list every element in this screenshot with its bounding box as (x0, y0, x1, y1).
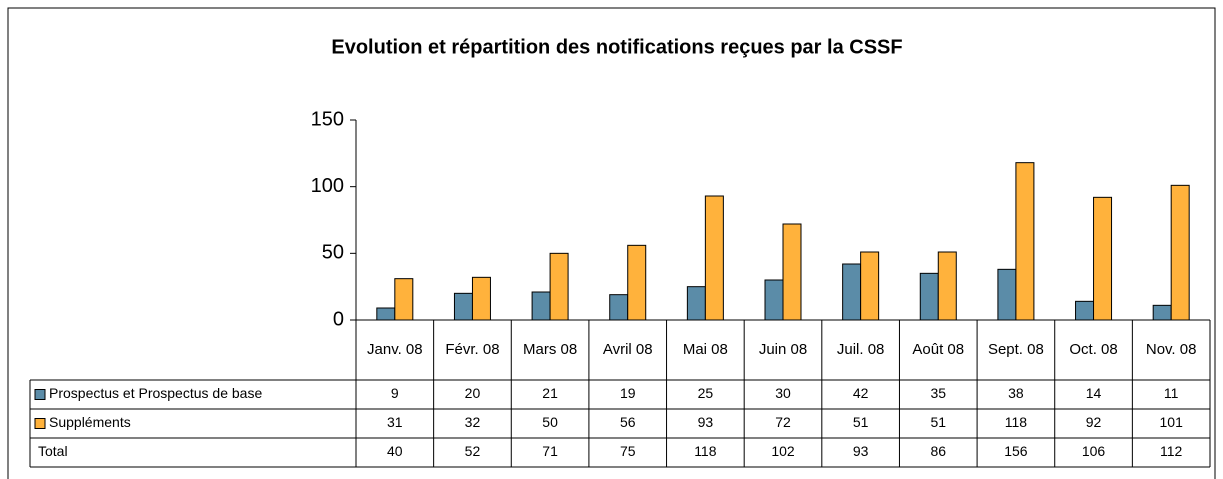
y-tick-label: 100 (311, 175, 344, 197)
table-cell: 106 (1082, 443, 1106, 459)
table-cell: 20 (465, 385, 481, 401)
table-cell: 32 (465, 414, 481, 430)
x-tick-label: Nov. 08 (1146, 341, 1197, 358)
table-cell: 52 (465, 443, 481, 459)
x-tick-label: Avril 08 (603, 341, 653, 358)
bar (782, 223, 802, 321)
table-cell: 30 (775, 385, 791, 401)
table-cell: 86 (930, 443, 946, 459)
table-cell: 92 (1086, 414, 1102, 430)
table-cell: 35 (930, 385, 946, 401)
table-cell: 93 (853, 443, 869, 459)
table-cell: 102 (771, 443, 795, 459)
x-tick-label: Janv. 08 (367, 341, 423, 358)
table-cell: 25 (698, 385, 714, 401)
bar (394, 278, 414, 321)
x-tick-label: Août 08 (912, 341, 964, 358)
bar (860, 251, 880, 321)
table-cell: 51 (930, 414, 946, 430)
chart-frame (7, 7, 1216, 479)
row-label: Total (38, 443, 68, 459)
bar (704, 195, 724, 321)
bar (919, 272, 939, 321)
table-cell: 50 (542, 414, 558, 430)
y-tick-label: 50 (322, 242, 344, 264)
bar (471, 276, 491, 321)
table-cell: 75 (620, 443, 636, 459)
legend-label: Prospectus et Prospectus de base (49, 385, 262, 401)
table-cell: 19 (620, 385, 636, 401)
table-cell: 51 (853, 414, 869, 430)
table-cell: 118 (1005, 414, 1028, 430)
table-cell: 11 (1164, 385, 1179, 401)
bar (686, 286, 706, 321)
bar (453, 292, 473, 321)
bar (549, 252, 569, 321)
x-tick-label: Juil. 08 (837, 341, 885, 358)
x-tick-label: Juin 08 (759, 341, 807, 358)
table-cell: 93 (698, 414, 714, 430)
bar (1093, 196, 1113, 321)
x-tick-label: Mai 08 (683, 341, 728, 358)
table-cell: 112 (1160, 443, 1183, 459)
bar (609, 294, 629, 321)
bar (842, 263, 862, 321)
table-cell: 21 (542, 385, 558, 401)
table-cell: 14 (1086, 385, 1102, 401)
y-tick-label: 0 (333, 308, 344, 330)
legend-swatch (34, 389, 46, 400)
table-cell: 101 (1160, 414, 1184, 430)
table-cell: 31 (387, 414, 403, 430)
bar (1075, 300, 1095, 321)
chart-title: Evolution et répartition des notificatio… (331, 36, 902, 58)
table-cell: 72 (775, 414, 791, 430)
bar (937, 251, 957, 321)
bar (1170, 184, 1190, 321)
x-tick-label: Févr. 08 (445, 341, 499, 358)
bar (764, 279, 784, 321)
x-tick-label: Oct. 08 (1069, 341, 1117, 358)
bar (1152, 304, 1172, 321)
table-cell: 40 (387, 443, 403, 459)
table-cell: 9 (391, 385, 399, 401)
x-tick-label: Mars 08 (523, 341, 577, 358)
y-tick-label: 150 (311, 108, 344, 130)
legend-swatch (34, 418, 46, 429)
bar (1015, 162, 1035, 321)
table-cell: 71 (542, 443, 558, 459)
bar (997, 268, 1017, 321)
bar (531, 291, 551, 321)
table-cell: 156 (1004, 443, 1028, 459)
table-cell: 118 (694, 443, 717, 459)
bar (376, 307, 396, 321)
table-cell: 38 (1008, 385, 1024, 401)
legend-label: Suppléments (49, 414, 131, 430)
table-cell: 56 (620, 414, 636, 430)
x-tick-label: Sept. 08 (988, 341, 1044, 358)
table-cell: 42 (853, 385, 869, 401)
bar (627, 244, 647, 321)
